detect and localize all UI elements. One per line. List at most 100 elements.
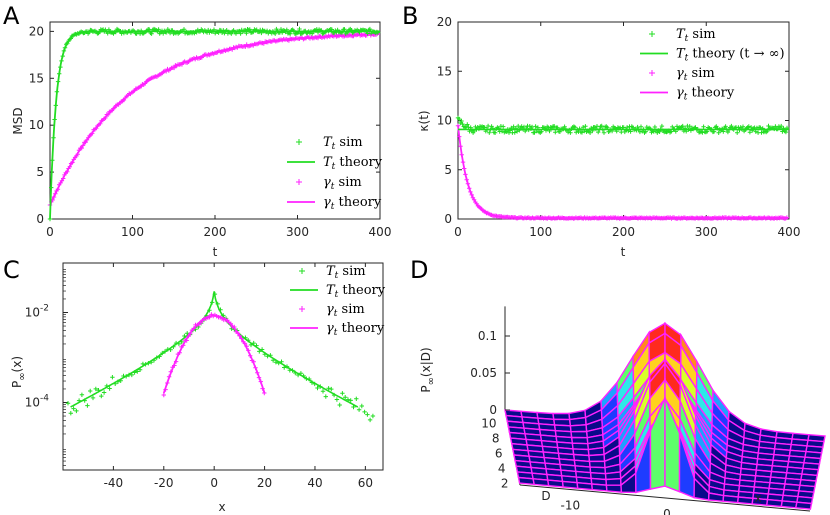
- panel-d-surface-patch: [532, 478, 550, 487]
- panel-a-ytick-label: 5: [36, 165, 44, 179]
- panel-c-gamma-sim-point: [198, 320, 203, 325]
- panel-c-gamma-sim-point: [253, 365, 258, 370]
- legend-symbol: T: [676, 47, 686, 62]
- legend-subscript: t: [331, 202, 335, 212]
- panel-c-ytick-label: 10-2: [25, 304, 49, 320]
- panel-b-t-sim-point: [766, 123, 771, 129]
- panel-d-dtick-label: 2: [501, 477, 509, 491]
- panel-c-t-sim-point: [318, 384, 323, 389]
- legend-text: theory: [338, 283, 385, 298]
- panel-b-legend-label: Tt theory (t → ∞): [676, 47, 785, 64]
- legend-text: sim: [335, 135, 362, 150]
- panel-c-gamma-sim-point: [258, 379, 263, 384]
- panel-c-gamma-sim-point: [181, 343, 186, 348]
- panel-b-t-sim-point: [553, 130, 558, 135]
- panel-c-t-sim-point: [71, 406, 76, 411]
- panel-c-legend-marker: [299, 306, 305, 312]
- panel-d-surface-patch: [780, 500, 798, 509]
- panel-a-gamma-theory-line: [49, 33, 380, 206]
- panel-b-t-sim-point: [457, 116, 462, 122]
- panel-c-t-sim-point: [79, 392, 85, 397]
- panel-d-xlabel: x: [754, 491, 761, 505]
- panel-c-t-sim-point: [210, 300, 215, 305]
- panel-c-t-sim-point: [185, 331, 190, 336]
- panel-b-t-sim-point: [725, 129, 731, 135]
- legend-subscript: t: [334, 328, 338, 338]
- panel-b-t-sim-point: [716, 130, 721, 135]
- panel-b-t-sim-point: [511, 124, 516, 129]
- panel-d-zlabel-p: P: [419, 385, 433, 392]
- panel-b-t-sim-point: [701, 124, 706, 129]
- panel-c-gamma-sim-point: [246, 348, 251, 353]
- panel-c-t-sim-point: [301, 373, 306, 379]
- panel-c-t-sim-point: [348, 398, 353, 403]
- panel-c-t-sim-point: [320, 389, 326, 394]
- panel-b-t-sim-point: [487, 130, 492, 135]
- panel-c-gamma-sim-point: [173, 359, 179, 364]
- panel-c-t-sim-point: [254, 343, 259, 348]
- panel-a-legend-label: γt sim: [323, 175, 362, 192]
- legend-text: theory: [687, 86, 734, 101]
- panel-d-zlabel-sub: ∞: [426, 377, 437, 385]
- legend-text: theory: [337, 321, 384, 336]
- panel-c-t-sim-point: [124, 374, 129, 379]
- panel-d-surface-patch: [588, 453, 606, 463]
- panel-c-gamma-sim-point: [163, 387, 168, 392]
- panel-c-t-sim-point: [329, 386, 334, 392]
- panel-d-ztick-label: 0.05: [470, 366, 497, 380]
- panel-c-t-sim-point: [293, 370, 298, 376]
- panel-c-t-sim-point: [257, 349, 262, 354]
- panel-c-gamma-sim-point: [251, 359, 256, 364]
- panel-d-dtick-label: 4: [498, 462, 506, 476]
- legend-text: sim: [338, 264, 365, 279]
- panel-c-t-sim-point: [251, 340, 256, 346]
- panel-c-gamma-sim-point: [232, 324, 237, 330]
- panel-c-t-sim-point: [182, 333, 187, 339]
- legend-text: sim: [687, 66, 714, 81]
- legend-symbol: T: [323, 135, 333, 150]
- panel-b-t-sim-point: [557, 129, 563, 134]
- panel-a-xtick-label: 0: [46, 225, 54, 239]
- panel-label-d: D: [410, 256, 428, 284]
- panel-c-t-sim-point: [284, 364, 290, 369]
- panel-c-gamma-sim-point: [244, 344, 249, 349]
- panel-c-t-sim-point: [76, 398, 82, 403]
- panel-c-ylabel: P∞(x): [10, 356, 28, 388]
- panel-a-xtick-label: 100: [121, 225, 144, 239]
- panel-b-t-sim-point: [735, 130, 740, 135]
- panel-c-t-sim-point: [212, 291, 218, 297]
- panel-c-legend-marker: [299, 268, 305, 274]
- panel-b-t-sim-point: [746, 124, 751, 129]
- panel-b-gamma-theory-line: [457, 125, 789, 219]
- panel-a-t-theory-line: [49, 30, 380, 220]
- panel-b-t-sim-point: [729, 123, 734, 129]
- panel-c-gamma-sim-point: [165, 380, 170, 386]
- panel-c-gamma-sim-point: [166, 374, 172, 379]
- panel-c-xtick-label: 40: [307, 476, 322, 490]
- panel-c-t-sim-point: [107, 386, 112, 391]
- panel-c-t-sim-point: [282, 365, 287, 370]
- panel-c-gamma-sim-point: [172, 363, 177, 368]
- panel-a-legend-label: γt theory: [323, 195, 382, 212]
- panel-c-gamma-sim-point: [177, 350, 182, 355]
- legend-symbol: T: [323, 155, 333, 170]
- panel-c-t-sim-point: [88, 388, 93, 394]
- panel-c-t-sim-point: [340, 391, 345, 396]
- panel-c-gamma-sim-point: [207, 315, 212, 320]
- legend-subscript: t: [332, 162, 336, 172]
- panel-c-t-sim-point: [162, 349, 168, 354]
- panel-label-c: C: [3, 256, 20, 284]
- panel-b-t-sim-point: [747, 130, 753, 135]
- panel-c-t-sim-point: [179, 339, 184, 345]
- panel-a-xtick-label: 400: [369, 225, 392, 239]
- panel-c-gamma-sim-point: [191, 326, 196, 331]
- panel-label-a: A: [3, 2, 20, 30]
- panel-c-gamma-sim-point: [256, 375, 262, 380]
- panel-c-t-sim-point: [171, 344, 176, 349]
- panel-c-gamma-sim-point: [260, 386, 265, 391]
- panel-c-t-sim-point: [215, 301, 220, 307]
- panel-d-surface-patch: [722, 494, 740, 504]
